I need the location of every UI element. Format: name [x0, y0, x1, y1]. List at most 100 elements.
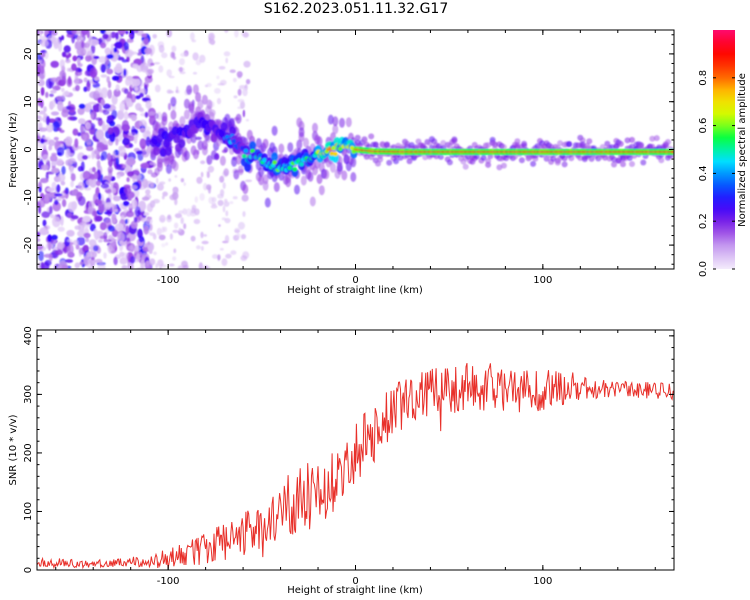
noise-blob — [239, 85, 246, 90]
noise-blob — [89, 67, 98, 79]
noise-blob — [51, 152, 57, 156]
noise-blob — [67, 76, 72, 86]
noise-blob — [47, 239, 52, 251]
ridge-halo — [192, 149, 199, 160]
noise-blob — [173, 222, 179, 229]
x-tick-label: 0 — [352, 576, 358, 587]
noise-blob — [171, 192, 179, 200]
ridge-halo — [554, 159, 561, 166]
noise-blob — [77, 132, 82, 137]
noise-blob — [38, 127, 48, 132]
noise-blob — [60, 35, 65, 41]
noise-blob — [52, 201, 61, 212]
ridge-halo — [161, 112, 168, 122]
noise-blob — [115, 84, 120, 92]
noise-blob — [180, 52, 188, 57]
ridge-core — [272, 160, 277, 165]
ridge-halo — [629, 161, 635, 167]
noise-blob — [180, 217, 184, 225]
ridge-halo — [611, 161, 617, 168]
spectrogram-x-axis-label: Height of straight line (km) — [287, 285, 423, 296]
ridge-halo — [586, 138, 593, 145]
noise-blob — [75, 244, 80, 250]
noise-blob — [46, 187, 55, 192]
ridge-halo — [183, 109, 190, 120]
noise-blob — [192, 52, 199, 61]
x-tick-label: 100 — [533, 576, 552, 587]
noise-blob — [100, 183, 110, 189]
ridge-halo — [446, 159, 453, 166]
noise-blob — [100, 87, 108, 99]
noise-blob — [45, 91, 49, 98]
noise-blob — [37, 79, 45, 87]
noise-blob — [38, 30, 42, 38]
noise-blob — [136, 253, 141, 262]
noise-blob — [218, 66, 226, 70]
noise-blob — [78, 222, 85, 233]
noise-blob — [93, 171, 98, 180]
noise-blob — [122, 200, 130, 207]
noise-blob — [206, 171, 210, 179]
noise-blob — [119, 101, 125, 113]
ridge-halo — [179, 116, 186, 126]
ridge-halo — [566, 141, 573, 148]
noise-blob — [65, 58, 71, 64]
noise-blob — [195, 136, 202, 140]
ridge-halo — [404, 140, 411, 147]
noise-blob — [133, 217, 138, 223]
ridge-halo — [500, 162, 507, 169]
noise-blob — [192, 71, 198, 75]
noise-blob — [181, 260, 188, 268]
ridge-halo — [186, 85, 193, 95]
noise-blob — [58, 42, 62, 52]
noise-blob — [177, 265, 183, 269]
noise-blob — [141, 196, 150, 201]
noise-blob — [135, 102, 142, 111]
noise-blob — [66, 245, 71, 255]
noise-blob — [145, 265, 153, 269]
ridge-halo — [406, 158, 413, 165]
noise-blob — [119, 202, 124, 208]
ridge-halo — [264, 197, 271, 208]
noise-blob — [77, 166, 84, 172]
noise-blob — [152, 34, 157, 39]
y-tick-label: 200 — [23, 443, 34, 462]
noise-blob — [111, 94, 118, 105]
ridge-halo — [485, 158, 492, 164]
noise-blob — [178, 210, 184, 214]
noise-blob — [107, 127, 114, 135]
noise-blob — [68, 152, 74, 157]
noise-blob — [126, 157, 135, 167]
noise-blob — [80, 122, 84, 134]
noise-blob — [223, 168, 229, 177]
noise-blob — [49, 205, 53, 215]
noise-blob — [216, 97, 222, 105]
ridge-body — [331, 153, 339, 163]
x-tick-label: -100 — [157, 576, 180, 587]
snr-x-axis-label: Height of straight line (km) — [287, 585, 423, 596]
noise-blob — [85, 122, 91, 130]
noise-blob — [89, 223, 96, 232]
ridge-halo — [170, 96, 177, 107]
noise-blob — [78, 247, 82, 257]
noise-blob — [45, 123, 54, 133]
ridge-halo — [206, 155, 213, 165]
noise-blob — [121, 124, 131, 132]
noise-blob — [51, 161, 57, 166]
noise-blob — [124, 218, 128, 225]
ridge-halo — [588, 155, 595, 162]
noise-blob — [145, 217, 153, 225]
noise-blob — [53, 136, 59, 141]
ridge-halo — [561, 155, 568, 162]
noise-blob — [83, 46, 92, 57]
ridge-halo — [437, 153, 444, 160]
noise-blob — [50, 111, 60, 116]
noise-blob — [111, 109, 118, 119]
ridge-halo — [336, 162, 343, 172]
noise-blob — [155, 263, 158, 269]
noise-blob — [94, 258, 103, 264]
noise-blob — [196, 176, 203, 184]
ridge-halo — [307, 171, 314, 182]
noise-blob — [143, 225, 149, 235]
noise-blob — [70, 180, 74, 188]
